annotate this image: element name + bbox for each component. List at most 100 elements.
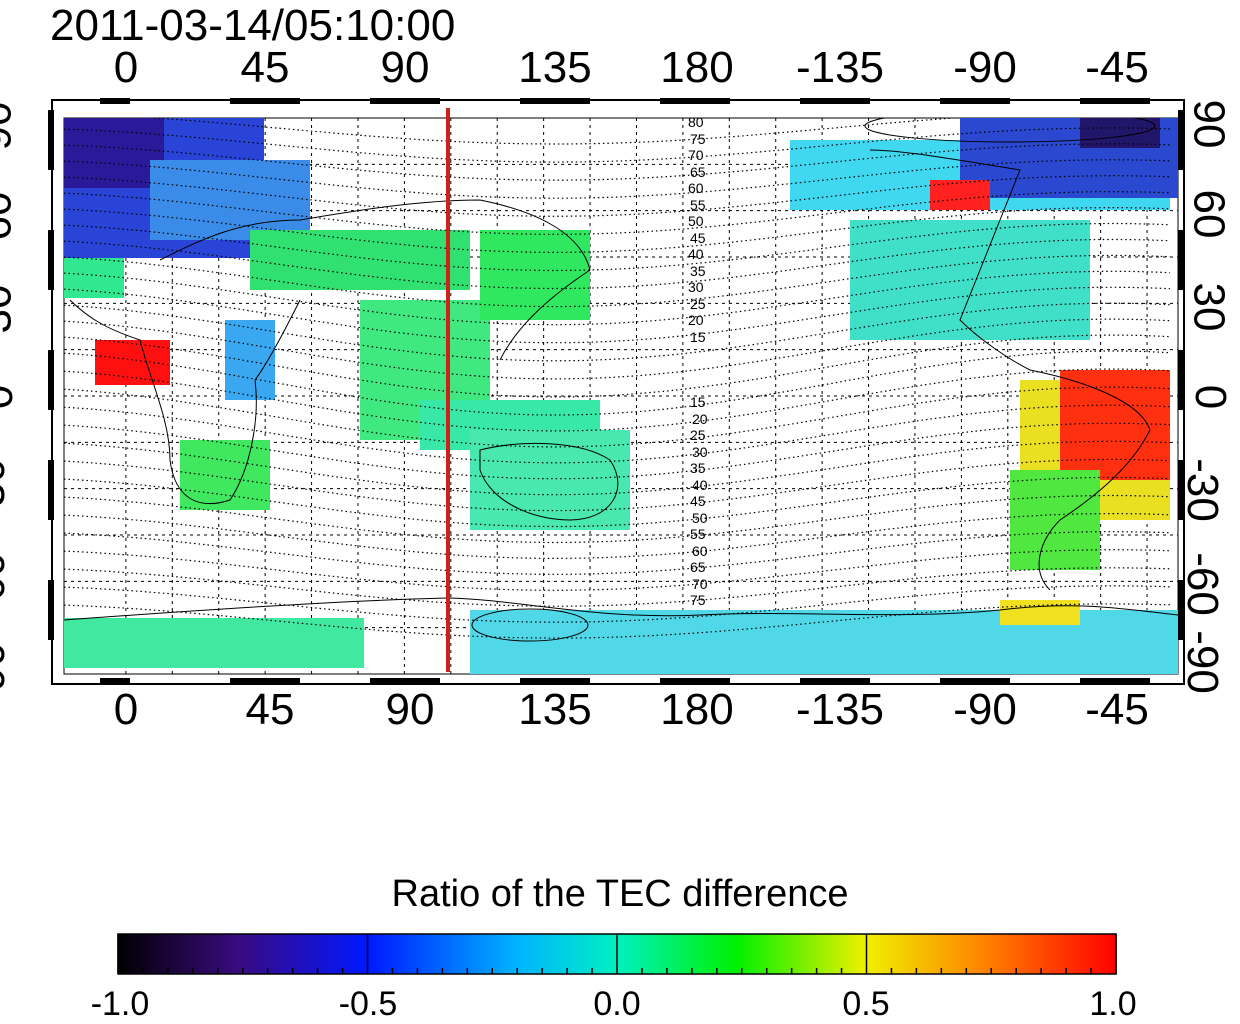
top-lon-tick: 0 xyxy=(113,43,139,92)
coast-antarctica xyxy=(64,597,1178,621)
tec-patch-peninsula xyxy=(1000,600,1080,625)
tec-data-layer xyxy=(64,118,1178,674)
bottom-lon-tick: -90 xyxy=(953,685,1017,734)
contour-label: 45 xyxy=(690,493,706,509)
colorbar-ticks xyxy=(117,934,1117,974)
frame-tick-bar xyxy=(370,98,440,104)
frame-tick-bar xyxy=(370,678,440,684)
magnetic-contour xyxy=(64,531,1171,575)
tec-patch-usa xyxy=(850,220,1090,340)
magnetic-contour xyxy=(64,238,1171,290)
bottom-lon-tick: -45 xyxy=(1085,685,1149,734)
colorbar-tick-label: 1.0 xyxy=(1089,985,1137,1023)
magnetic-contour xyxy=(64,206,1171,254)
top-lon-tick: -45 xyxy=(1085,43,1149,92)
left-lat-tick: -90 xyxy=(0,642,14,706)
magnetic-contour xyxy=(64,286,1171,344)
frame-tick-bar xyxy=(1178,230,1184,290)
bottom-lon-tick: 135 xyxy=(518,685,592,734)
colorbar-tick-label: 0.5 xyxy=(842,985,890,1023)
contour-label: 80 xyxy=(688,114,704,130)
top-lon-tick: -90 xyxy=(953,43,1017,92)
contour-label: 75 xyxy=(690,592,706,608)
contour-label: 25 xyxy=(690,427,706,443)
magnetic-contour xyxy=(64,476,1171,528)
magnetic-contour xyxy=(64,127,1171,163)
frame-tick-bar xyxy=(660,678,730,684)
coast-africa xyxy=(69,299,301,505)
frame-tick-bar xyxy=(100,98,130,104)
magnetic-contour xyxy=(64,143,1171,181)
contour-label: 35 xyxy=(690,262,706,279)
bottom-lon-tick: 45 xyxy=(245,685,295,734)
magnetic-contour xyxy=(64,191,1171,235)
frame-tick-bar xyxy=(1178,350,1184,410)
colorbar-tick-label: -1.0 xyxy=(90,985,150,1023)
magnetic-contour xyxy=(64,585,1171,623)
frame-tick-bar xyxy=(800,678,870,684)
tec-patch-antarctic-west xyxy=(64,618,364,668)
contour-label: 55 xyxy=(690,526,706,542)
contour-label: 70 xyxy=(692,575,708,592)
left-lat-tick: -30 xyxy=(0,458,14,522)
terminator-line xyxy=(445,108,450,672)
frame-tick-bar xyxy=(660,98,730,104)
bottom-lon-tick: 90 xyxy=(385,685,435,734)
magnetic-contour xyxy=(64,368,1171,432)
contour-label: 65 xyxy=(690,163,706,180)
magnetic-contour xyxy=(64,422,1171,480)
magnetic-latitude-contours xyxy=(64,118,1171,639)
coast-south-america xyxy=(1029,369,1151,591)
contour-label: 70 xyxy=(688,147,704,163)
tec-patch-asia-band xyxy=(250,230,470,290)
magnetic-contour xyxy=(64,254,1171,308)
coast-north-america xyxy=(869,149,1031,371)
contour-label: 30 xyxy=(688,279,704,295)
frame-tick-bar xyxy=(48,110,54,170)
contour-label: 30 xyxy=(692,443,708,460)
tec-patch-russia xyxy=(150,160,310,240)
tec-patch-greenland-deep xyxy=(1080,118,1160,148)
right-lat-tick: 30 xyxy=(1184,282,1234,332)
tec-patch-south-africa xyxy=(180,440,270,510)
coast-australia xyxy=(479,442,619,521)
colorbar-tick-label: -0.5 xyxy=(338,985,398,1023)
magnetic-contour xyxy=(64,603,1171,639)
contour-label: 40 xyxy=(692,476,708,493)
tec-patch-argentina xyxy=(1010,470,1100,570)
magnetic-contour xyxy=(64,512,1171,560)
right-lat-tick: 90 xyxy=(1184,99,1234,149)
frame-tick-bar xyxy=(48,580,54,640)
right-lat-tick: -90 xyxy=(1177,630,1227,694)
left-lat-tick: 60 xyxy=(0,191,21,241)
frame-tick-bar xyxy=(520,98,590,104)
frame-tick-bar xyxy=(1178,110,1184,170)
frame-tick-bar xyxy=(520,678,590,684)
contour-label: 15 xyxy=(690,328,706,345)
right-lat-tick: -60 xyxy=(1177,552,1227,616)
frame-tick-bar xyxy=(940,98,1010,104)
coastlines xyxy=(64,118,1178,642)
frame-tick-bar xyxy=(100,678,130,684)
right-lat-tick: 0 xyxy=(1186,384,1236,410)
top-lon-tick: 135 xyxy=(518,43,592,92)
magnetic-contour xyxy=(147,118,962,145)
magnetic-contour xyxy=(64,386,1171,448)
contour-label: 20 xyxy=(692,410,708,427)
magnetic-contour xyxy=(64,494,1171,544)
magnetic-contour xyxy=(64,334,1171,398)
frame-tick-bar xyxy=(800,98,870,104)
bottom-lon-tick: -135 xyxy=(795,685,885,734)
top-lon-tick: -135 xyxy=(795,43,885,92)
tec-patch-australia xyxy=(470,430,630,530)
contour-label: 40 xyxy=(688,246,704,262)
bottom-lon-tick: 0 xyxy=(113,685,139,734)
magnetic-contour xyxy=(64,175,1171,217)
contour-oval-south xyxy=(471,608,589,642)
tec-patch-hudson xyxy=(930,180,990,210)
contour-label: 15 xyxy=(690,394,706,410)
frame-tick-bar xyxy=(1080,678,1150,684)
contour-label: 35 xyxy=(690,460,706,476)
frame-tick-bar xyxy=(48,230,54,290)
frame-tick-bar xyxy=(1080,98,1150,104)
